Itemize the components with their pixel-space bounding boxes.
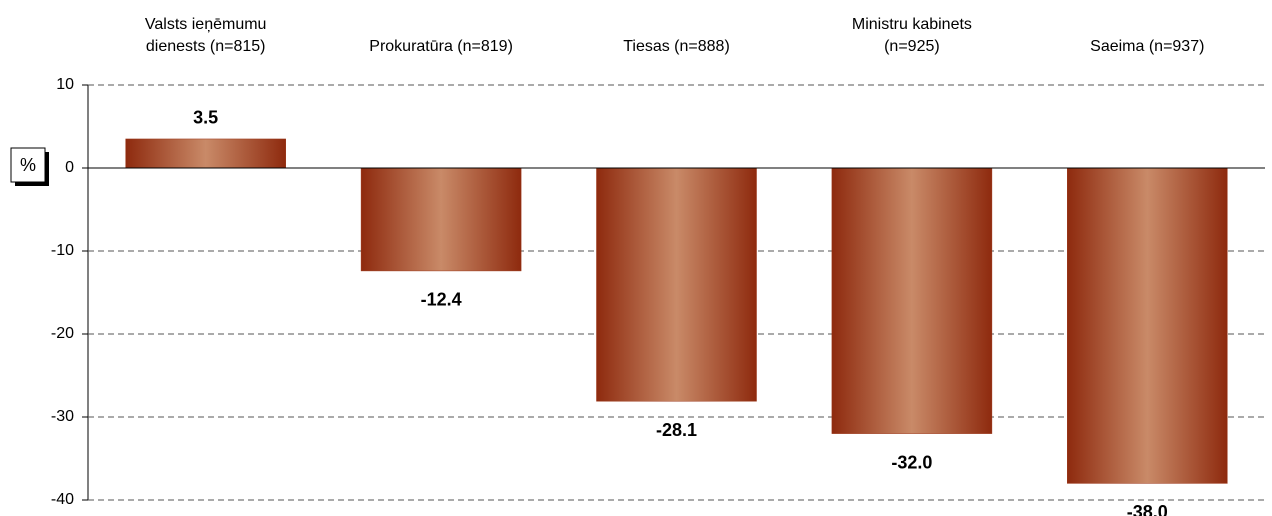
value-label: -32.0 [891, 452, 932, 472]
category-label: Prokuratūra (n=819) [369, 38, 513, 55]
value-label: 3.5 [193, 108, 218, 128]
value-label: -12.4 [421, 290, 462, 310]
bar [596, 167, 757, 402]
category-label: Saeima (n=937) [1090, 38, 1205, 55]
y-axis-label: % [20, 155, 36, 175]
y-tick-label: 0 [65, 159, 74, 176]
value-label: -28.1 [656, 420, 697, 440]
bar [360, 167, 522, 272]
value-label: -38.0 [1127, 502, 1168, 516]
y-tick-label: -40 [51, 491, 74, 508]
category-label: Valsts ieņēmumu dienests (n=815) [144, 16, 267, 55]
y-tick-label: -10 [51, 242, 74, 259]
bar [1067, 167, 1228, 484]
category-label: Tiesas (n=888) [623, 38, 730, 55]
category-label: Ministru kabinets (n=925) [851, 16, 972, 55]
bar [831, 167, 993, 434]
y-tick-label: -30 [51, 408, 74, 425]
y-tick-label: 10 [56, 76, 74, 93]
label-box [10, 147, 46, 183]
bar [125, 138, 286, 169]
y-tick-label: -20 [51, 325, 74, 342]
